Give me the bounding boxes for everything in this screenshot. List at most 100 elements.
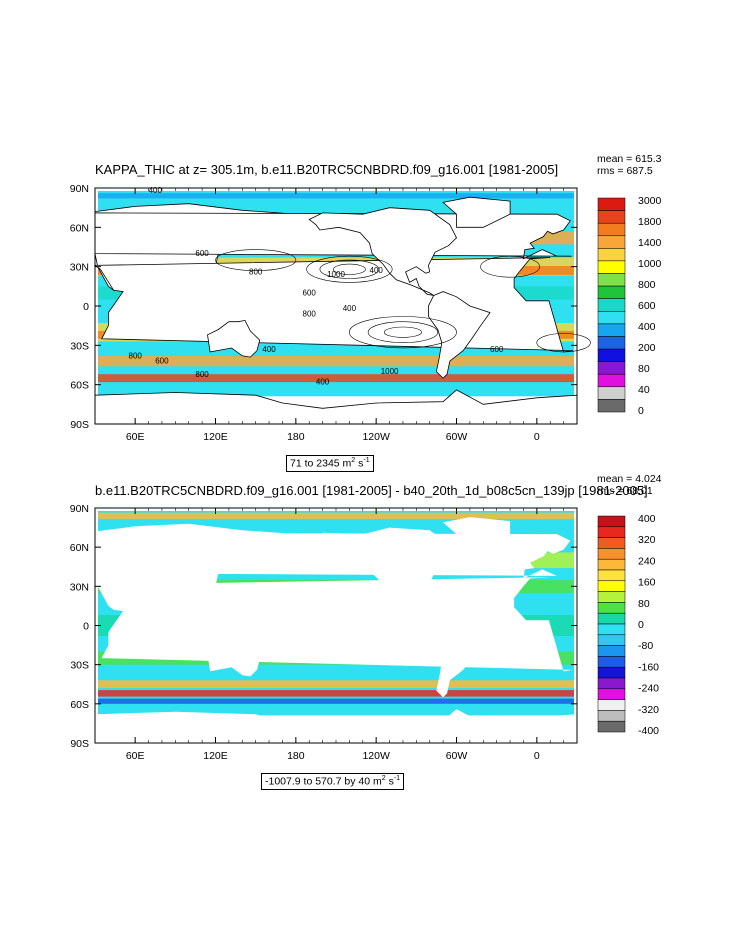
y-tick-label: 0 <box>83 301 89 313</box>
colorbar-swatch <box>597 298 626 312</box>
colorbar-swatch <box>597 612 626 625</box>
contour-label: 400 <box>316 378 330 387</box>
contour-label: 400 <box>343 304 357 313</box>
contour-label: 400 <box>370 266 384 275</box>
colorbar-swatch <box>597 197 626 211</box>
colorbar-swatch <box>597 634 626 646</box>
panel2-rms: rms = 68.01 <box>597 485 653 497</box>
land-samerica <box>428 611 490 698</box>
x-tick-label: 120E <box>203 750 228 762</box>
colorbar-label: -80 <box>638 640 653 652</box>
y-tick-label: 90N <box>70 503 89 515</box>
colorbar-label: 160 <box>638 577 656 589</box>
colorbar-label: 1000 <box>638 258 662 270</box>
panel1-stats: mean = 615.3 rms = 687.5 <box>597 153 662 177</box>
colorbar-label: 600 <box>638 300 656 312</box>
y-tick-label: 60N <box>70 542 89 554</box>
colorbar-label: 400 <box>638 513 656 525</box>
y-tick-label: 90S <box>70 738 89 750</box>
contour-line <box>536 333 591 353</box>
y-tick-label: 60S <box>70 699 89 711</box>
land-europe <box>94 212 572 260</box>
colorbar-swatch <box>597 666 626 679</box>
land-antarctica <box>94 389 578 425</box>
plot-frame <box>94 507 578 744</box>
plot-frame <box>94 187 578 425</box>
colorbar-label: 320 <box>638 534 656 546</box>
colorbar-swatch <box>597 548 626 560</box>
colorbar-swatch <box>597 645 626 657</box>
field-band <box>98 512 574 520</box>
land-australia <box>207 639 260 677</box>
colorbar-label: 40 <box>638 384 650 396</box>
contour-lines <box>215 249 591 353</box>
field-band <box>98 231 574 245</box>
colorbar-swatch <box>597 323 626 337</box>
contour-line <box>348 316 457 349</box>
y-tick-label: 0 <box>83 621 89 633</box>
colorbar-label: 200 <box>638 342 656 354</box>
ocean-field <box>98 511 574 716</box>
colorbar-label: 3000 <box>638 195 662 207</box>
contour-label: 600 <box>195 249 209 258</box>
contour-line <box>332 263 366 275</box>
field-band <box>98 374 574 383</box>
contour-label: 1000 <box>327 270 345 279</box>
contour-label: 1000 <box>381 367 399 376</box>
field-band <box>98 257 574 276</box>
colorbar-swatch <box>597 248 626 262</box>
colorbar-label: -320 <box>638 704 659 716</box>
colorbar-swatch <box>597 688 626 700</box>
y-tick-label: 30N <box>70 581 89 593</box>
x-tick-label: 60E <box>126 431 145 443</box>
x-tick-label: 60E <box>126 750 145 762</box>
panel2-colorbar: 400 320 240 160 80 0 -80 -160 -240 -320 -400 <box>597 513 659 737</box>
y-tick-label: 30S <box>70 340 89 352</box>
land-eurasia <box>94 203 311 305</box>
land-europe <box>95 532 572 579</box>
y-tick-label: 30S <box>70 660 89 672</box>
panel1-range-prefix: 71 to 2345 m <box>290 457 352 470</box>
land-greenland <box>443 517 511 548</box>
panel2-mean: mean = 4.024 <box>597 473 662 485</box>
land-greenland <box>442 196 511 228</box>
colorbar-label: -240 <box>638 683 659 695</box>
x-tick-label: 60W <box>446 431 468 443</box>
contour-label: 600 <box>303 289 317 298</box>
y-tick-label: 90N <box>70 183 89 195</box>
field-band <box>98 690 574 697</box>
colorbar-swatch <box>597 386 626 400</box>
colorbar-swatch <box>597 699 626 711</box>
field-band <box>98 698 574 704</box>
panel2-title: b.e11.B20TRC5CNBDRD.f09_g16.001 [1981-20… <box>95 483 648 498</box>
contour-label: 800 <box>195 370 209 379</box>
colorbar-label: 80 <box>638 363 650 375</box>
panel2-range-sup2: -1 <box>393 775 401 782</box>
colorbar-swatch <box>597 526 626 538</box>
contour-line <box>215 249 297 271</box>
contour-line <box>480 255 540 278</box>
panel1-mean: mean = 615.3 <box>597 153 662 165</box>
land-africa <box>93 257 574 353</box>
field-band <box>98 266 574 276</box>
contour-label: 600 <box>155 357 169 366</box>
field-band <box>98 286 574 300</box>
panel1-range-label: 71 to 2345 m2 s-1 <box>286 455 374 472</box>
land-samerica <box>428 291 491 379</box>
panel1-range-suffix: s <box>355 457 364 470</box>
panel2-range-suffix: s <box>385 775 394 788</box>
contour-line <box>306 255 393 283</box>
colorbar-swatch <box>597 677 626 690</box>
colorbar-swatch <box>597 515 626 528</box>
colorbar-swatch <box>597 235 626 249</box>
colorbar-label: 1400 <box>638 237 662 249</box>
panel1-range-sup: 2 <box>351 457 356 464</box>
colorbar-swatch <box>597 399 626 413</box>
contour-label: 400 <box>149 186 163 195</box>
colorbar-swatch <box>597 361 626 375</box>
colorbar-swatch <box>597 210 626 224</box>
field-band <box>98 193 574 199</box>
colorbar-swatch <box>597 591 626 603</box>
panel2-plot: 60E 120E 180 120W 60W 0 90N 60N 30N 0 30S 60S 90S <box>70 503 578 762</box>
field-band <box>98 680 574 689</box>
